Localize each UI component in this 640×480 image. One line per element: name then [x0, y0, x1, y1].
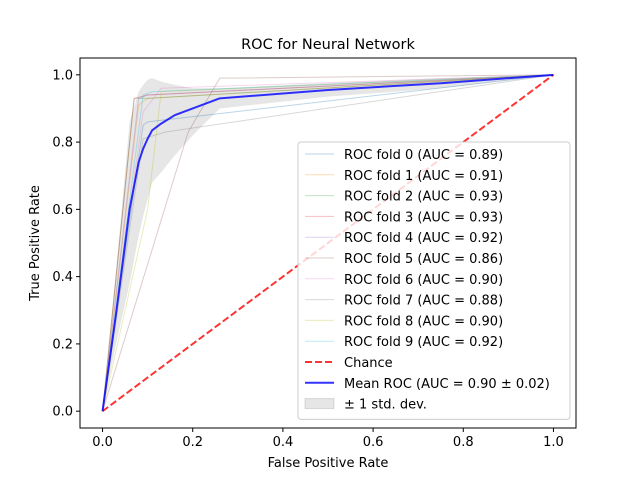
x-tick-label: 0.6	[363, 435, 384, 450]
y-tick-label: 1.0	[52, 68, 73, 83]
roc-fold-8-legend-label: ROC fold 8 (AUC = 0.90)	[344, 314, 503, 329]
y-tick-label: 0.8	[52, 136, 73, 151]
x-tick-label: 0.0	[92, 435, 113, 450]
roc-fold-9-line	[102, 74, 554, 412]
roc-fold-2-legend-label: ROC fold 2 (AUC = 0.93)	[344, 190, 503, 205]
roc-fold-8-line	[102, 74, 554, 412]
std-dev-legend-label: ± 1 std. dev.	[344, 398, 427, 413]
std-dev-legend-swatch	[304, 398, 335, 410]
roc-fold-3-line	[102, 74, 554, 412]
x-tick-label: 1.0	[543, 435, 564, 450]
roc-fold-4-line	[102, 74, 554, 412]
legend: ROC fold 0 (AUC = 0.89) ROC fold 1 (AUC =…	[297, 141, 571, 420]
roc-fold-0-legend-label: ROC fold 0 (AUC = 0.89)	[344, 148, 503, 163]
roc-fold-6-legend-label: ROC fold 6 (AUC = 0.90)	[344, 273, 503, 288]
x-tick-label: 0.8	[453, 435, 474, 450]
roc-fold-7-line	[102, 74, 554, 412]
y-tick-label: 0.2	[52, 337, 73, 352]
roc-fold-1-line	[102, 74, 554, 412]
y-tick-label: 0.0	[52, 405, 73, 420]
roc-fold-1-legend-label: ROC fold 1 (AUC = 0.91)	[344, 169, 503, 184]
std-dev-band	[102, 74, 554, 412]
y-axis-label: True Positive Rate	[28, 185, 43, 302]
roc-fold-5-legend-label: ROC fold 5 (AUC = 0.86)	[344, 252, 503, 267]
x-tick-label: 0.2	[182, 435, 203, 450]
y-tick-label: 0.6	[52, 203, 73, 218]
roc-fold-4-legend-label: ROC fold 4 (AUC = 0.92)	[344, 231, 503, 246]
roc-fold-9-legend-label: ROC fold 9 (AUC = 0.92)	[344, 335, 503, 350]
chance-legend-label: Chance	[344, 356, 393, 371]
roc-fold-3-legend-label: ROC fold 3 (AUC = 0.93)	[344, 210, 503, 225]
x-tick-label: 0.4	[273, 435, 294, 450]
legend-box	[297, 141, 571, 420]
x-axis-ticks: 0.0 0.2 0.4 0.6 0.8 1.0	[92, 428, 564, 450]
mean-roc-legend-label: Mean ROC (AUC = 0.90 ± 0.02)	[344, 377, 550, 392]
mean-roc-line	[101, 73, 554, 412]
y-tick-label: 0.4	[52, 270, 73, 285]
y-axis-ticks: 0.0 0.2 0.4 0.6 0.8 1.0	[52, 68, 80, 420]
roc-fold-7-legend-label: ROC fold 7 (AUC = 0.88)	[344, 294, 503, 309]
chart-title: ROC for Neural Network	[241, 37, 415, 53]
plot-area	[101, 73, 555, 412]
roc-fold-2-line	[102, 74, 554, 412]
x-axis-label: False Positive Rate	[268, 456, 389, 471]
axes-frame	[79, 57, 577, 429]
